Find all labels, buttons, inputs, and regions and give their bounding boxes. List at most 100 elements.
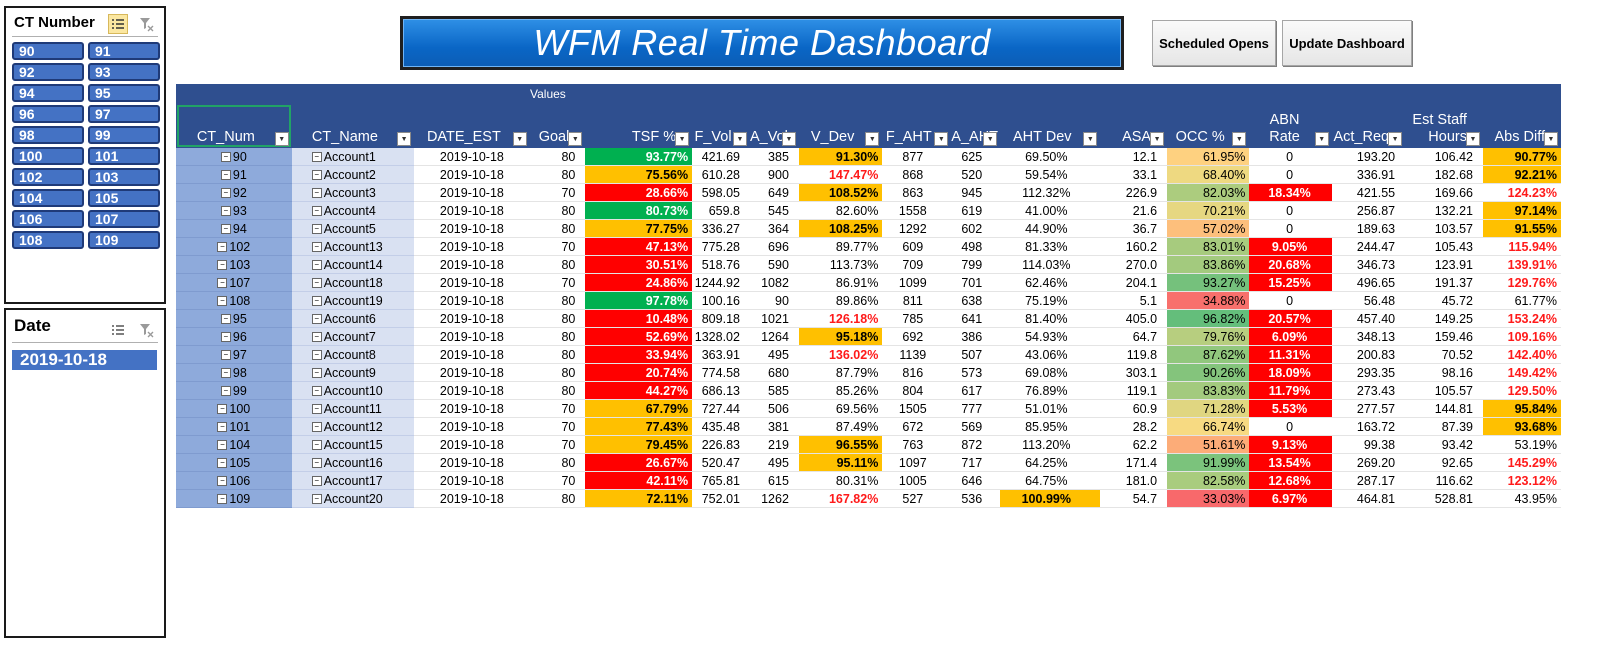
table-cell[interactable]: 33.1 <box>1100 165 1168 184</box>
table-cell[interactable]: 62.2 <box>1100 435 1168 454</box>
table-cell[interactable]: 5.53% <box>1249 399 1332 418</box>
table-cell[interactable]: 70 <box>529 471 586 490</box>
table-cell[interactable]: 43.06% <box>1000 345 1101 364</box>
table-cell[interactable]: 93.42 <box>1405 435 1483 454</box>
table-cell[interactable]: 66.74% <box>1167 417 1250 436</box>
table-cell[interactable]: 105.43 <box>1405 237 1483 256</box>
table-cell[interactable]: 80 <box>529 165 586 184</box>
table-cell[interactable]: 12.68% <box>1249 471 1332 490</box>
table-cell[interactable]: 9.05% <box>1249 237 1332 256</box>
table-row[interactable]: −91− Account2 2019-10-18 80 75.56% 610.28 900 1… <box>176 165 1561 184</box>
table-cell[interactable]: 11.79% <box>1249 381 1332 400</box>
ct-num-cell[interactable]: −101 <box>176 417 292 436</box>
table-cell[interactable]: 95.84% <box>1482 399 1561 418</box>
date-item[interactable]: 2019-10-18 <box>12 350 157 370</box>
table-row[interactable]: −104− Account15 2019-10-18 70 79.45% 226.83 21… <box>176 435 1561 454</box>
table-cell[interactable]: 52.69% <box>585 327 693 346</box>
table-cell[interactable]: 113.20% <box>1000 435 1101 454</box>
table-cell[interactable]: 346.73 <box>1331 255 1406 274</box>
table-cell[interactable]: 33.03% <box>1167 489 1250 508</box>
table-cell[interactable]: 1082 <box>749 273 799 292</box>
table-cell[interactable]: 1099 <box>882 273 952 292</box>
table-cell[interactable]: 204.1 <box>1100 273 1168 292</box>
table-cell[interactable]: 24.86% <box>585 273 693 292</box>
scheduled-opens-button[interactable]: Scheduled Opens <box>1152 20 1276 66</box>
table-cell[interactable]: 2019-10-18 <box>414 237 530 256</box>
ct-name-cell[interactable]: − Account16 <box>291 453 415 472</box>
ct-name-cell[interactable]: − Account9 <box>291 363 415 382</box>
ct-num-cell[interactable]: −107 <box>176 273 292 292</box>
ct-name-cell[interactable]: − Account13 <box>291 237 415 256</box>
table-cell[interactable]: 191.37 <box>1405 273 1483 292</box>
table-row[interactable]: −105− Account16 2019-10-18 80 26.67% 520.47 49… <box>176 453 1561 472</box>
collapse-icon[interactable]: − <box>311 188 322 199</box>
ct-name-cell[interactable]: − Account11 <box>291 399 415 418</box>
table-cell[interactable]: 80 <box>529 201 586 220</box>
table-cell[interactable]: 2019-10-18 <box>414 327 530 346</box>
table-row[interactable]: −97− Account8 2019-10-18 80 33.94% 363.91 495 1… <box>176 345 1561 364</box>
table-cell[interactable]: 385 <box>749 148 799 166</box>
collapse-icon[interactable]: − <box>311 332 322 343</box>
table-cell[interactable]: 80 <box>529 327 586 346</box>
table-cell[interactable]: 105.57 <box>1405 381 1483 400</box>
table-cell[interactable]: 0 <box>1249 201 1332 220</box>
table-cell[interactable]: 80 <box>529 255 586 274</box>
ct-number-item[interactable]: 95 <box>88 84 160 102</box>
table-cell[interactable]: 507 <box>951 345 1001 364</box>
table-cell[interactable]: 20.74% <box>585 363 693 382</box>
table-cell[interactable]: 336.91 <box>1331 165 1406 184</box>
table-cell[interactable]: 62.46% <box>1000 273 1101 292</box>
table-cell[interactable]: 70 <box>529 273 586 292</box>
table-cell[interactable]: 97.78% <box>585 291 693 310</box>
table-cell[interactable]: 81.40% <box>1000 309 1101 328</box>
table-cell[interactable]: 92.65 <box>1405 453 1483 472</box>
ct-number-item[interactable]: 96 <box>12 105 84 123</box>
table-row[interactable]: −99− Account10 2019-10-18 80 44.27% 686.13 585… <box>176 381 1561 400</box>
table-cell[interactable]: 80 <box>529 453 586 472</box>
table-cell[interactable]: 717 <box>951 453 1001 472</box>
table-cell[interactable]: 2019-10-18 <box>414 219 530 238</box>
table-cell[interactable]: 108.25% <box>798 219 883 238</box>
table-cell[interactable]: 153.24% <box>1482 309 1561 328</box>
table-cell[interactable]: 816 <box>882 363 952 382</box>
table-cell[interactable]: 145.29% <box>1482 453 1561 472</box>
collapse-icon[interactable]: − <box>311 458 322 469</box>
table-cell[interactable]: 100.99% <box>1000 489 1101 508</box>
table-cell[interactable]: 119.8 <box>1100 345 1168 364</box>
table-cell[interactable]: 96.55% <box>798 435 883 454</box>
table-cell[interactable]: 2019-10-18 <box>414 435 530 454</box>
table-cell[interactable]: 421.55 <box>1331 183 1406 202</box>
table-row[interactable]: −106− Account17 2019-10-18 70 42.11% 765.81 61… <box>176 471 1561 490</box>
table-cell[interactable]: 42.11% <box>585 471 693 490</box>
collapse-icon[interactable]: − <box>217 404 228 415</box>
table-cell[interactable]: 43.95% <box>1482 489 1561 508</box>
table-cell[interactable]: 116.62 <box>1405 471 1483 490</box>
table-cell[interactable]: 945 <box>951 183 1001 202</box>
ct-name-cell[interactable]: − Account15 <box>291 435 415 454</box>
table-cell[interactable]: 72.11% <box>585 489 693 508</box>
table-cell[interactable]: 182.68 <box>1405 165 1483 184</box>
table-cell[interactable]: 12.1 <box>1100 148 1168 166</box>
table-cell[interactable]: 270.0 <box>1100 255 1168 274</box>
table-cell[interactable]: 435.48 <box>692 417 750 436</box>
table-cell[interactable]: 2019-10-18 <box>414 381 530 400</box>
collapse-icon[interactable]: − <box>311 242 322 253</box>
table-cell[interactable]: 877 <box>882 148 952 166</box>
table-cell[interactable]: 85.95% <box>1000 417 1101 436</box>
table-cell[interactable]: 765.81 <box>692 471 750 490</box>
table-cell[interactable]: 136.02% <box>798 345 883 364</box>
filter-dropdown-icon[interactable]: ▼ <box>1314 132 1329 146</box>
table-cell[interactable]: 129.76% <box>1482 273 1561 292</box>
table-cell[interactable]: 47.13% <box>585 237 693 256</box>
table-cell[interactable]: 811 <box>882 291 952 310</box>
table-cell[interactable]: 119.1 <box>1100 381 1168 400</box>
collapse-icon[interactable]: − <box>220 170 231 181</box>
table-cell[interactable]: 160.2 <box>1100 237 1168 256</box>
table-cell[interactable]: 149.42% <box>1482 363 1561 382</box>
table-cell[interactable]: 61.95% <box>1167 148 1250 166</box>
table-cell[interactable]: 95.18% <box>798 327 883 346</box>
table-cell[interactable]: 54.93% <box>1000 327 1101 346</box>
table-cell[interactable]: 144.81 <box>1405 399 1483 418</box>
table-cell[interactable]: 527 <box>882 489 952 508</box>
filter-dropdown-icon[interactable]: ▼ <box>1388 132 1403 146</box>
